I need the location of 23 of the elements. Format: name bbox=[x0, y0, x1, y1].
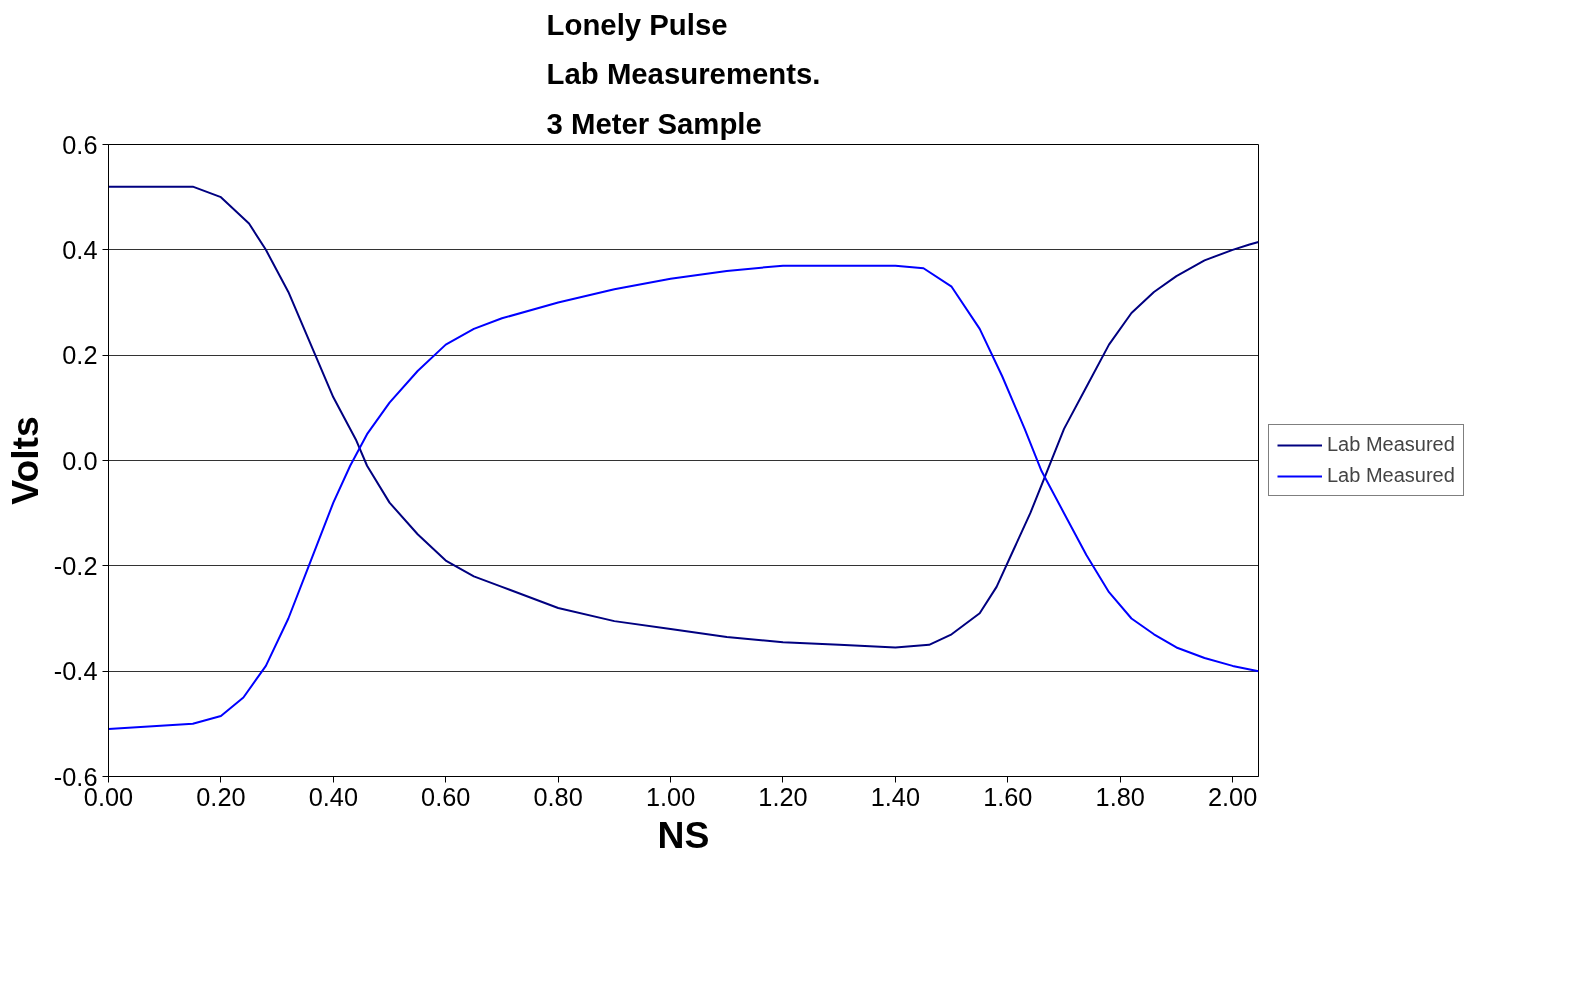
chart-title: Lonely Pulse Lab Measurements. 3 Meter Sample bbox=[546, 7, 821, 140]
y-tick-label: 0.6 bbox=[62, 130, 98, 159]
y-tick-label: -0.2 bbox=[53, 551, 98, 580]
x-tick-label: 1.80 bbox=[1095, 782, 1145, 811]
x-tick-label: 2.00 bbox=[1208, 782, 1258, 811]
legend-label: Lab Measured bbox=[1327, 464, 1455, 487]
y-tick-label: 0.2 bbox=[62, 341, 98, 370]
x-axis-title: NS bbox=[657, 813, 710, 856]
y-tick-label: -0.4 bbox=[53, 657, 98, 686]
legend-label: Lab Measured bbox=[1327, 433, 1455, 456]
x-tick-label: 1.20 bbox=[758, 782, 808, 811]
y-axis-title: Volts bbox=[3, 416, 46, 505]
x-tick-label: 0.40 bbox=[308, 782, 358, 811]
x-tick-label: 1.00 bbox=[645, 782, 696, 811]
x-tick-label: 0.20 bbox=[196, 782, 246, 811]
x-tick-label: 0.60 bbox=[421, 782, 471, 811]
y-tick-label: 0.4 bbox=[62, 235, 98, 264]
y-tick-label: 0.0 bbox=[62, 446, 98, 475]
x-tick-label: 1.40 bbox=[870, 782, 921, 811]
line-series bbox=[108, 264, 1259, 731]
x-tick-label: 1.60 bbox=[983, 782, 1033, 811]
line-series bbox=[108, 185, 1259, 649]
x-tick-label: 0.80 bbox=[533, 782, 583, 811]
